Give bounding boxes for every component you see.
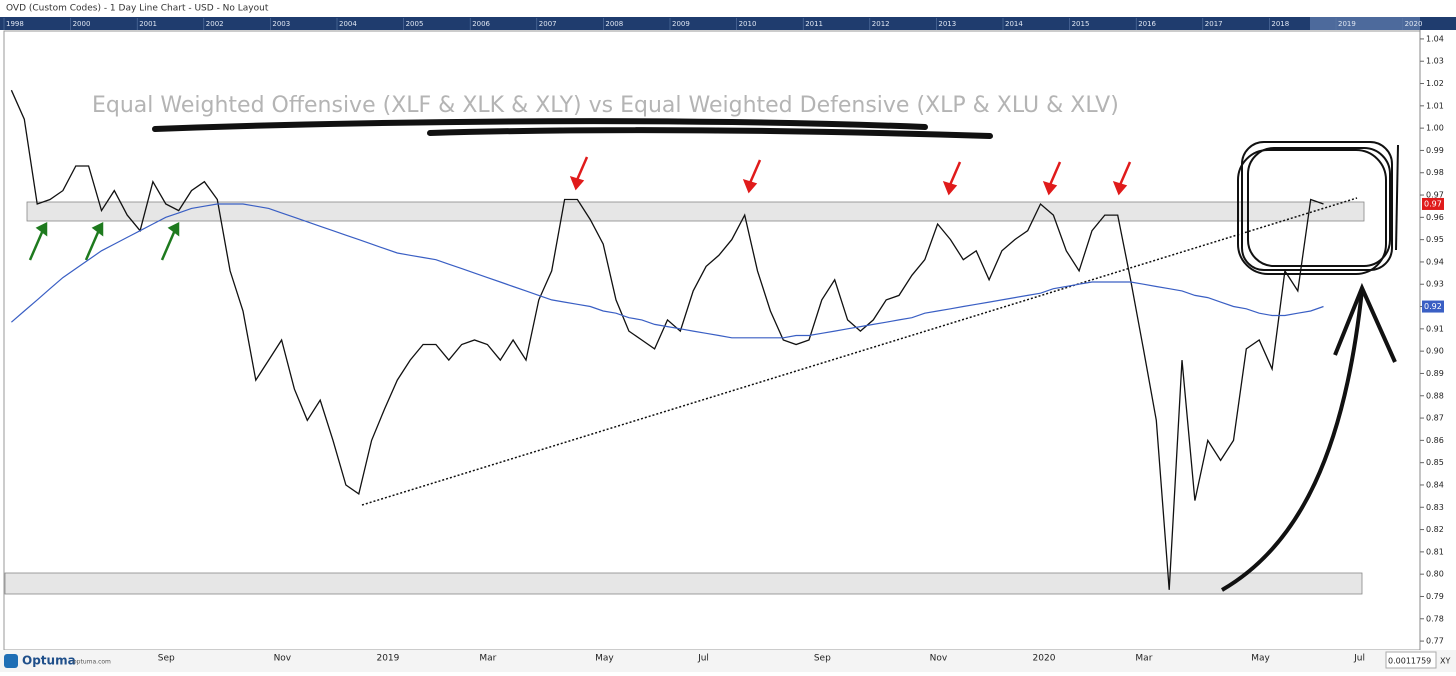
y-tick-label: 0.85 <box>1426 458 1444 467</box>
scale-value: 0.0011759 <box>1388 657 1431 666</box>
navigator-year: 2007 <box>539 20 557 28</box>
y-tick-label: 0.79 <box>1426 592 1444 601</box>
x-tick-label: Sep <box>158 654 175 664</box>
last-value-label: 0.97 <box>1424 199 1442 208</box>
mode-toggle[interactable]: XY <box>1440 657 1450 666</box>
underline-scribble <box>152 118 993 139</box>
navigator-year: 2002 <box>206 20 224 28</box>
navigator-year: 2011 <box>805 20 823 28</box>
navigator-year: 2006 <box>472 20 490 28</box>
navigator-year: 2014 <box>1005 20 1023 28</box>
x-tick-label: 2019 <box>376 654 399 664</box>
trend-line <box>361 197 1358 506</box>
y-tick-label: 0.90 <box>1426 347 1444 356</box>
x-tick-label: 2020 <box>1033 654 1056 664</box>
x-tick-label: May <box>1251 654 1270 664</box>
navigator-year: 2016 <box>1138 20 1156 28</box>
series-line <box>10 89 1324 590</box>
big-arrow-head <box>1333 282 1397 363</box>
green-arrows <box>28 221 180 261</box>
logo-icon <box>4 654 18 668</box>
navigator-year: 2009 <box>672 20 690 28</box>
y-tick-label: 0.99 <box>1426 146 1444 155</box>
navigator-years: 1998 2000 2001 2002 2003 2004 2005 2006 2007 2008… <box>3 18 1423 30</box>
y-tick-label: 0.81 <box>1426 547 1444 556</box>
y-tick-label: 0.80 <box>1426 570 1444 579</box>
resistance-zone <box>26 201 1365 222</box>
x-tick-label: Jul <box>697 654 709 664</box>
x-tick-label: Nov <box>930 654 948 664</box>
navigator-year: 2004 <box>339 20 357 28</box>
y-tick-label: 0.93 <box>1426 280 1444 289</box>
navigator-year: 2001 <box>139 20 157 28</box>
navigator-year: 2003 <box>272 20 290 28</box>
navigator-year: 2008 <box>605 20 623 28</box>
x-tick-label: Jul <box>1353 654 1365 664</box>
y-tick-label: 0.77 <box>1426 637 1444 646</box>
navigator-window[interactable] <box>1310 17 1420 30</box>
x-tick-label: Sep <box>814 654 831 664</box>
y-tick-label: 0.87 <box>1426 414 1444 423</box>
y-tick-label: 0.96 <box>1426 213 1444 222</box>
x-axis-bar <box>0 650 1456 672</box>
header-title: OVD (Custom Codes) - 1 Day Line Chart - … <box>6 4 269 14</box>
navigator-year: 2012 <box>872 20 890 28</box>
y-tick-label: 0.91 <box>1426 324 1444 333</box>
series-line <box>11 203 1324 339</box>
plot: 0.77 0.78 0.79 0.80 0.81 0.82 0.83 0.84 0.85 0.86… <box>10 30 1444 654</box>
y-tick-label: 0.98 <box>1426 168 1444 177</box>
navigator-year: 2020 <box>1405 20 1423 28</box>
y-tick-label: 0.78 <box>1426 614 1444 623</box>
last-value-tag <box>1422 197 1444 210</box>
scale-box[interactable] <box>1385 651 1437 669</box>
circle-scribble <box>1237 141 1399 275</box>
y-tick-label: 0.95 <box>1426 235 1444 244</box>
last-value-label: 0.92 <box>1424 302 1442 311</box>
red-arrows <box>569 156 1132 196</box>
x-tick-label: May <box>595 654 614 664</box>
navigator-year: 2000 <box>73 20 91 28</box>
y-tick-label: 0.86 <box>1426 436 1444 445</box>
x-tick-label: Mar <box>1135 654 1152 664</box>
navigator-year: 2013 <box>938 20 956 28</box>
y-tick-label: 1.04 <box>1426 34 1444 43</box>
navigator-year: 2010 <box>739 20 757 28</box>
y-tick-label: 0.89 <box>1426 369 1444 378</box>
y-tick-label: 0.88 <box>1426 391 1444 400</box>
y-tick-label: 1.01 <box>1426 101 1444 110</box>
x-tick-label: Nov <box>274 654 292 664</box>
brand: Optuma <box>22 654 76 668</box>
navigator-year: 2005 <box>406 20 424 28</box>
chart-title: Equal Weighted Offensive (XLF & XLK & XL… <box>92 93 1119 118</box>
last-value-tag <box>1422 300 1444 313</box>
navigator-year: 2018 <box>1271 20 1289 28</box>
support-zone <box>4 572 1363 595</box>
y-tick-label: 0.94 <box>1426 257 1444 266</box>
brand-site: optuma.com <box>73 659 111 666</box>
big-arrow <box>1220 289 1364 592</box>
navigator-year: 2019 <box>1338 20 1356 28</box>
y-tick-label: 0.97 <box>1426 191 1444 200</box>
y-tick-label: 1.00 <box>1426 124 1444 133</box>
navigator-year: 2017 <box>1205 20 1223 28</box>
y-tick-label: 0.82 <box>1426 525 1444 534</box>
y-tick-label: 0.83 <box>1426 503 1444 512</box>
y-tick-label: 1.03 <box>1426 57 1444 66</box>
navigator-year: 2015 <box>1072 20 1090 28</box>
x-tick-label: Mar <box>479 654 496 664</box>
y-tick-label: 0.84 <box>1426 480 1444 489</box>
navigator-year: 1998 <box>6 20 24 28</box>
navigator[interactable] <box>0 17 1456 30</box>
y-tick-label: 1.02 <box>1426 79 1444 88</box>
